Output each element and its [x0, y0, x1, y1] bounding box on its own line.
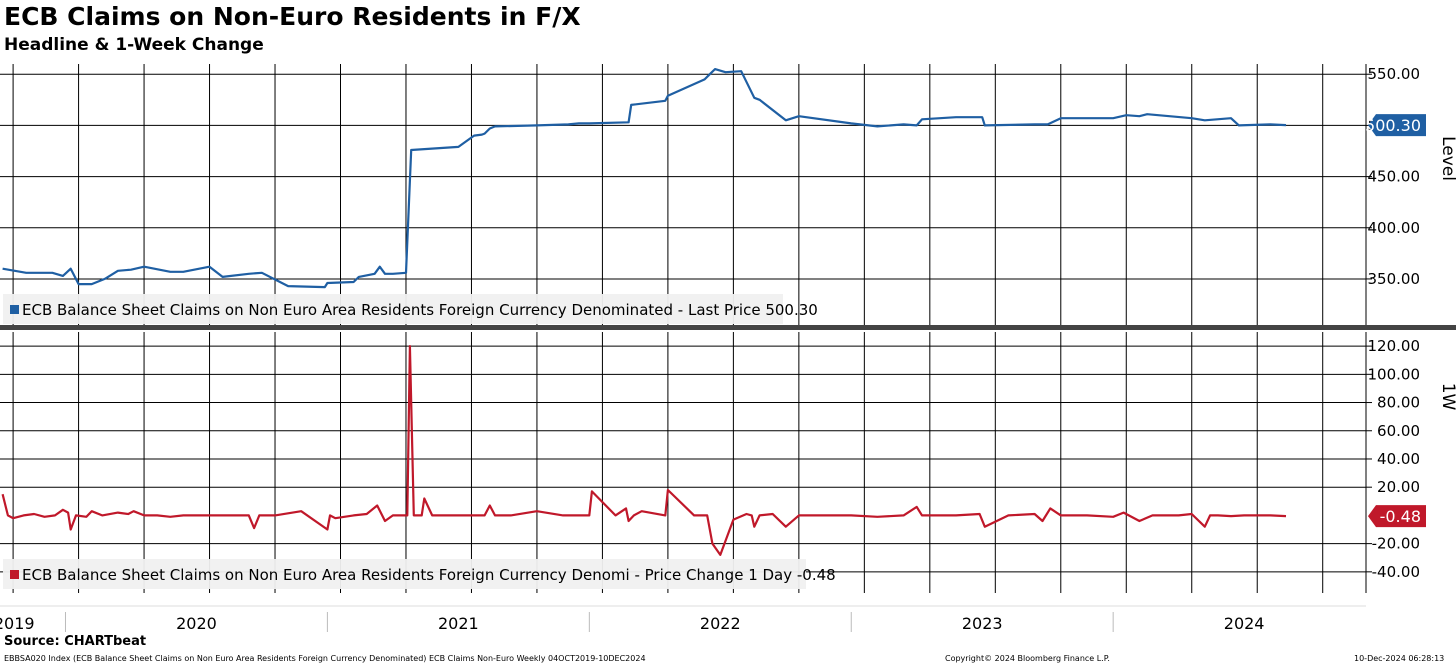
- timestamp: 10-Dec-2024 06:28:13: [1354, 654, 1445, 663]
- y-tick-label: 400.00: [1368, 219, 1421, 237]
- chart-subtitle: Headline & 1-Week Change: [4, 35, 264, 55]
- last-value-label: -0.48: [1380, 507, 1421, 526]
- y-axis-label: 1W: [1438, 383, 1456, 411]
- y-tick-label: 450.00: [1368, 168, 1421, 186]
- series-line: [2, 68, 1287, 289]
- y-axis-label: Level: [1438, 136, 1456, 181]
- y-tick-label: 100.00: [1368, 365, 1421, 383]
- last-value-label: 500.30: [1365, 116, 1421, 135]
- y-tick-label: 550.00: [1368, 65, 1421, 83]
- last-value-tag: [1368, 114, 1426, 137]
- y-tick-label: 40.00: [1377, 450, 1420, 468]
- y-tick-label: 120.00: [1368, 337, 1421, 355]
- y-tick-label: 60.00: [1377, 422, 1420, 440]
- x-year-label: 2019: [0, 614, 35, 633]
- copyright: Copyright© 2024 Bloomberg Finance L.P.: [945, 654, 1110, 663]
- y-tick-label: -40.00: [1372, 563, 1420, 581]
- y-tick-label: 350.00: [1368, 270, 1421, 288]
- x-year-label: 2020: [176, 614, 217, 633]
- x-year-label: 2023: [962, 614, 1003, 633]
- legend-swatch: [10, 305, 19, 314]
- y-tick-label: -20.00: [1372, 535, 1420, 553]
- y-tick-label: 20.00: [1377, 478, 1420, 496]
- x-year-label: 2021: [438, 614, 479, 633]
- legend-swatch: [10, 570, 19, 579]
- x-year-label: 2022: [700, 614, 741, 633]
- legend-box: [3, 559, 806, 589]
- legend-box: [3, 294, 783, 324]
- legend-text: ECB Balance Sheet Claims on Non Euro Are…: [22, 566, 836, 584]
- source-label: Source: CHARTbeat: [4, 634, 147, 649]
- y-tick-label: 80.00: [1377, 394, 1420, 412]
- x-year-label: 2024: [1224, 614, 1265, 633]
- legend-text: ECB Balance Sheet Claims on Non Euro Are…: [22, 301, 818, 319]
- panel-divider: [0, 325, 1456, 330]
- last-value-tag: [1368, 505, 1426, 528]
- index-note: EBBSA020 Index (ECB Balance Sheet Claims…: [4, 654, 646, 663]
- chart-title: ECB Claims on Non-Euro Residents in F/X: [4, 2, 581, 31]
- series-line: [1, 345, 1287, 556]
